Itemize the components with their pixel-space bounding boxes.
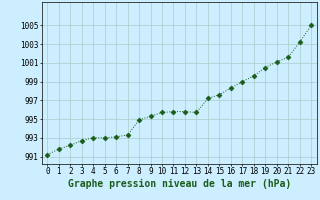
X-axis label: Graphe pression niveau de la mer (hPa): Graphe pression niveau de la mer (hPa) [68, 179, 291, 189]
